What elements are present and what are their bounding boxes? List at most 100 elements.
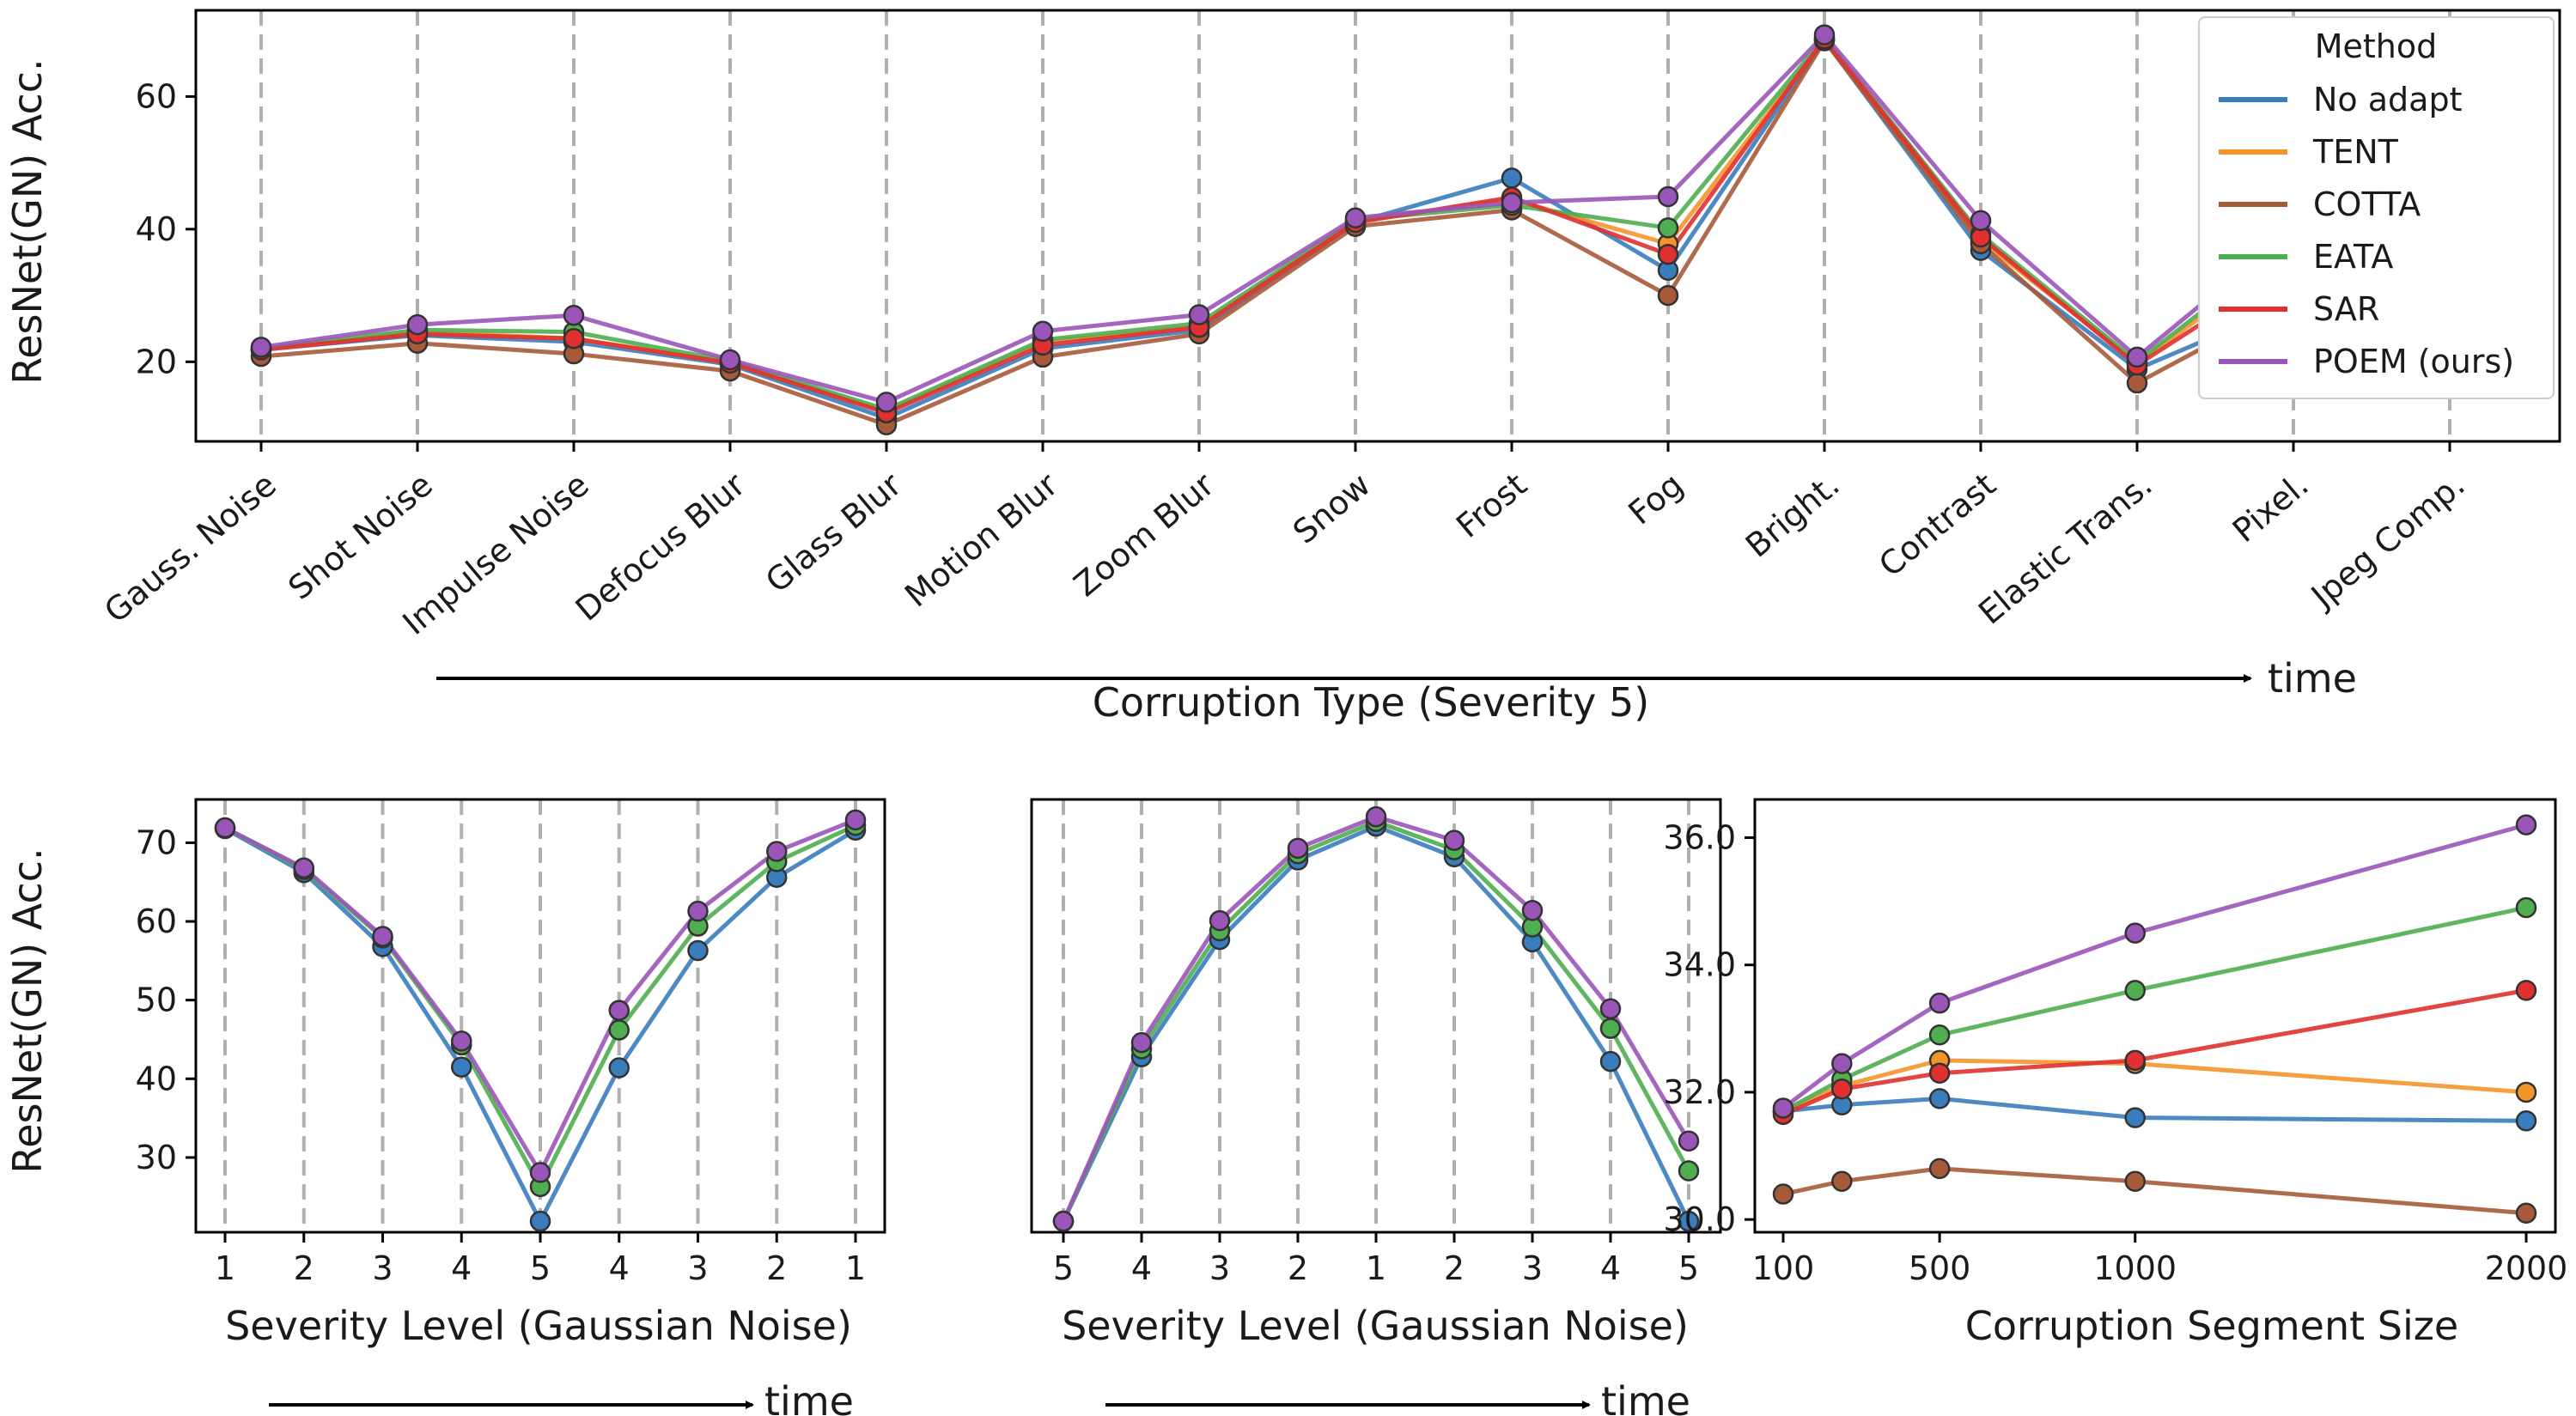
bl-point-poem-ours-7 bbox=[766, 841, 788, 862]
br-point-poem-ours-4 bbox=[2515, 814, 2537, 836]
bl-point-no-adapt-3 bbox=[451, 1056, 472, 1078]
legend-label-poem-ours: POEM (ours) bbox=[2313, 343, 2514, 380]
bl-point-poem-ours-0 bbox=[214, 817, 236, 839]
br-point-cotta-3 bbox=[2124, 1170, 2146, 1192]
br-point-no-adapt-3 bbox=[2124, 1107, 2146, 1128]
bm-point-eata-8 bbox=[1678, 1160, 1700, 1182]
top-ytick-label-60: 60 bbox=[136, 77, 177, 115]
br-point-sar-2 bbox=[1928, 1062, 1951, 1084]
bl-xtick-label-5: 4 bbox=[609, 1249, 630, 1287]
bl-point-poem-ours-5 bbox=[608, 1000, 630, 1021]
br-point-tent-4 bbox=[2515, 1081, 2537, 1103]
bl-xtick-label-0: 1 bbox=[215, 1249, 235, 1287]
br-line-no-adapt bbox=[1782, 1096, 2527, 1123]
top-xtick-label-jpeg-comp-14: Jpeg Comp. bbox=[2303, 465, 2472, 616]
top-ytick-label-40: 40 bbox=[136, 210, 177, 248]
bl-time-label: time bbox=[764, 1378, 854, 1416]
br-line-sar bbox=[1782, 988, 2527, 1117]
bm-point-eata-7 bbox=[1599, 1018, 1622, 1039]
bl-point-eata-5 bbox=[608, 1019, 630, 1041]
top-point-poem-ours-6 bbox=[1188, 304, 1210, 325]
bl-xlabel: Severity Level (Gaussian Noise) bbox=[225, 1303, 852, 1349]
top-ylabel: ResNet(GN) Acc. bbox=[4, 58, 51, 384]
bl-point-no-adapt-5 bbox=[608, 1057, 630, 1079]
bm-xtick-label-7: 4 bbox=[1600, 1249, 1621, 1287]
br-point-eata-4 bbox=[2515, 896, 2537, 919]
top-xlabel: Corruption Type (Severity 5) bbox=[1093, 679, 1649, 726]
top-xtick-label-motion-blur-5: Motion Blur bbox=[898, 465, 1065, 615]
bl-xtick-label-2: 3 bbox=[372, 1249, 393, 1287]
bl-ytick-label-50: 50 bbox=[136, 981, 177, 1019]
bl-point-poem-ours-3 bbox=[451, 1030, 472, 1052]
br-xtick-label-2000: 2000 bbox=[2485, 1249, 2568, 1287]
br-xlabel: Corruption Segment Size bbox=[1965, 1303, 2458, 1349]
bm-xtick-label-8: 5 bbox=[1678, 1249, 1699, 1287]
br-ytick-label-2: 34.0 bbox=[1663, 946, 1736, 984]
bl-point-poem-ours-4 bbox=[529, 1162, 551, 1183]
bl-ytick-label-30: 30 bbox=[136, 1139, 177, 1176]
bm-point-no-adapt-7 bbox=[1599, 1050, 1622, 1073]
br-axes-frame bbox=[1753, 798, 2557, 1234]
top-point-sar-2 bbox=[563, 328, 585, 349]
top-point-eata-9 bbox=[1657, 217, 1679, 239]
bm-xtick-label-6: 3 bbox=[1522, 1249, 1543, 1287]
bl-point-poem-ours-8 bbox=[844, 809, 867, 831]
top-xtick-label-shot-noise-1: Shot Noise bbox=[281, 465, 439, 607]
br-point-no-adapt-4 bbox=[2515, 1110, 2537, 1132]
legend-label-no-adapt: No adapt bbox=[2313, 81, 2462, 119]
br-xtick-label-500: 500 bbox=[1909, 1249, 1971, 1287]
br-point-poem-ours-2 bbox=[1928, 992, 1951, 1014]
bl-xtick-label-3: 4 bbox=[451, 1249, 472, 1287]
top-point-poem-ours-8 bbox=[1501, 191, 1523, 214]
br-point-poem-ours-0 bbox=[1772, 1097, 1794, 1119]
top-point-poem-ours-4 bbox=[875, 392, 898, 413]
bm-time-label: time bbox=[1601, 1378, 1690, 1416]
top-ytick-label-20: 20 bbox=[136, 343, 177, 380]
legend-label-eata: EATA bbox=[2313, 238, 2393, 276]
bm-point-poem-ours-1 bbox=[1130, 1031, 1153, 1054]
top-xtick-label-contrast-11: Contrast bbox=[1872, 465, 2003, 584]
br-line-cotta bbox=[1782, 1166, 2527, 1216]
severity-chart-middle: 5 4 3 2 1 2 3 4 5 bbox=[1030, 798, 1722, 1287]
br-point-no-adapt-2 bbox=[1928, 1088, 1951, 1109]
bl-ytick-label-70: 70 bbox=[136, 823, 177, 861]
top-axes-frame bbox=[194, 9, 2561, 443]
br-point-cotta-0 bbox=[1772, 1183, 1794, 1205]
severity-chart-left: 1 2 3 4 5 4 3 2 1 30 40 50 60 70 bbox=[136, 798, 886, 1287]
bm-xtick-label-0: 5 bbox=[1053, 1249, 1074, 1287]
br-point-sar-1 bbox=[1831, 1078, 1853, 1100]
top-point-poem-ours-10 bbox=[1813, 24, 1836, 46]
bl-point-poem-ours-6 bbox=[687, 900, 709, 922]
top-point-poem-ours-7 bbox=[1344, 207, 1367, 228]
bm-point-poem-ours-3 bbox=[1287, 837, 1309, 860]
top-xtick-label-bright-10: Bright. bbox=[1739, 465, 1847, 565]
br-point-poem-ours-3 bbox=[2124, 922, 2146, 944]
bm-xtick-label-5: 2 bbox=[1444, 1249, 1465, 1287]
bm-point-poem-ours-5 bbox=[1443, 830, 1465, 851]
bl-point-poem-ours-1 bbox=[293, 857, 314, 878]
legend-box bbox=[2198, 16, 2555, 399]
bl-xtick-label-7: 2 bbox=[766, 1249, 787, 1287]
bottom-ylabel: ResNet(GN) Acc. bbox=[4, 848, 51, 1173]
bl-point-no-adapt-6 bbox=[687, 939, 709, 962]
top-xtick-label-pixel-13: Pixel. bbox=[2226, 465, 2316, 550]
legend-title: Method bbox=[2315, 27, 2438, 65]
top-point-poem-ours-3 bbox=[719, 349, 741, 371]
br-point-cotta-1 bbox=[1831, 1170, 1853, 1192]
bm-xlabel: Severity Level (Gaussian Noise) bbox=[1062, 1303, 1689, 1349]
top-point-cotta-12 bbox=[2126, 372, 2148, 394]
top-point-poem-ours-0 bbox=[250, 337, 272, 358]
br-point-cotta-4 bbox=[2515, 1202, 2537, 1225]
top-point-poem-ours-12 bbox=[2126, 346, 2148, 368]
br-point-eata-3 bbox=[2124, 980, 2146, 1001]
bm-xtick-label-4: 1 bbox=[1366, 1249, 1386, 1287]
top-point-no-adapt-8 bbox=[1501, 167, 1523, 189]
legend-label-cotta: COTTA bbox=[2313, 185, 2421, 223]
legend: Method No adapt TENT COTTA EATA SAR POEM (our… bbox=[2198, 16, 2555, 399]
bm-point-poem-ours-7 bbox=[1599, 998, 1622, 1020]
bl-ytick-label-40: 40 bbox=[136, 1060, 177, 1097]
top-xtick-label-elastic-trans-12: Elastic Trans. bbox=[1971, 465, 2159, 631]
bm-xtick-label-2: 3 bbox=[1209, 1249, 1230, 1287]
